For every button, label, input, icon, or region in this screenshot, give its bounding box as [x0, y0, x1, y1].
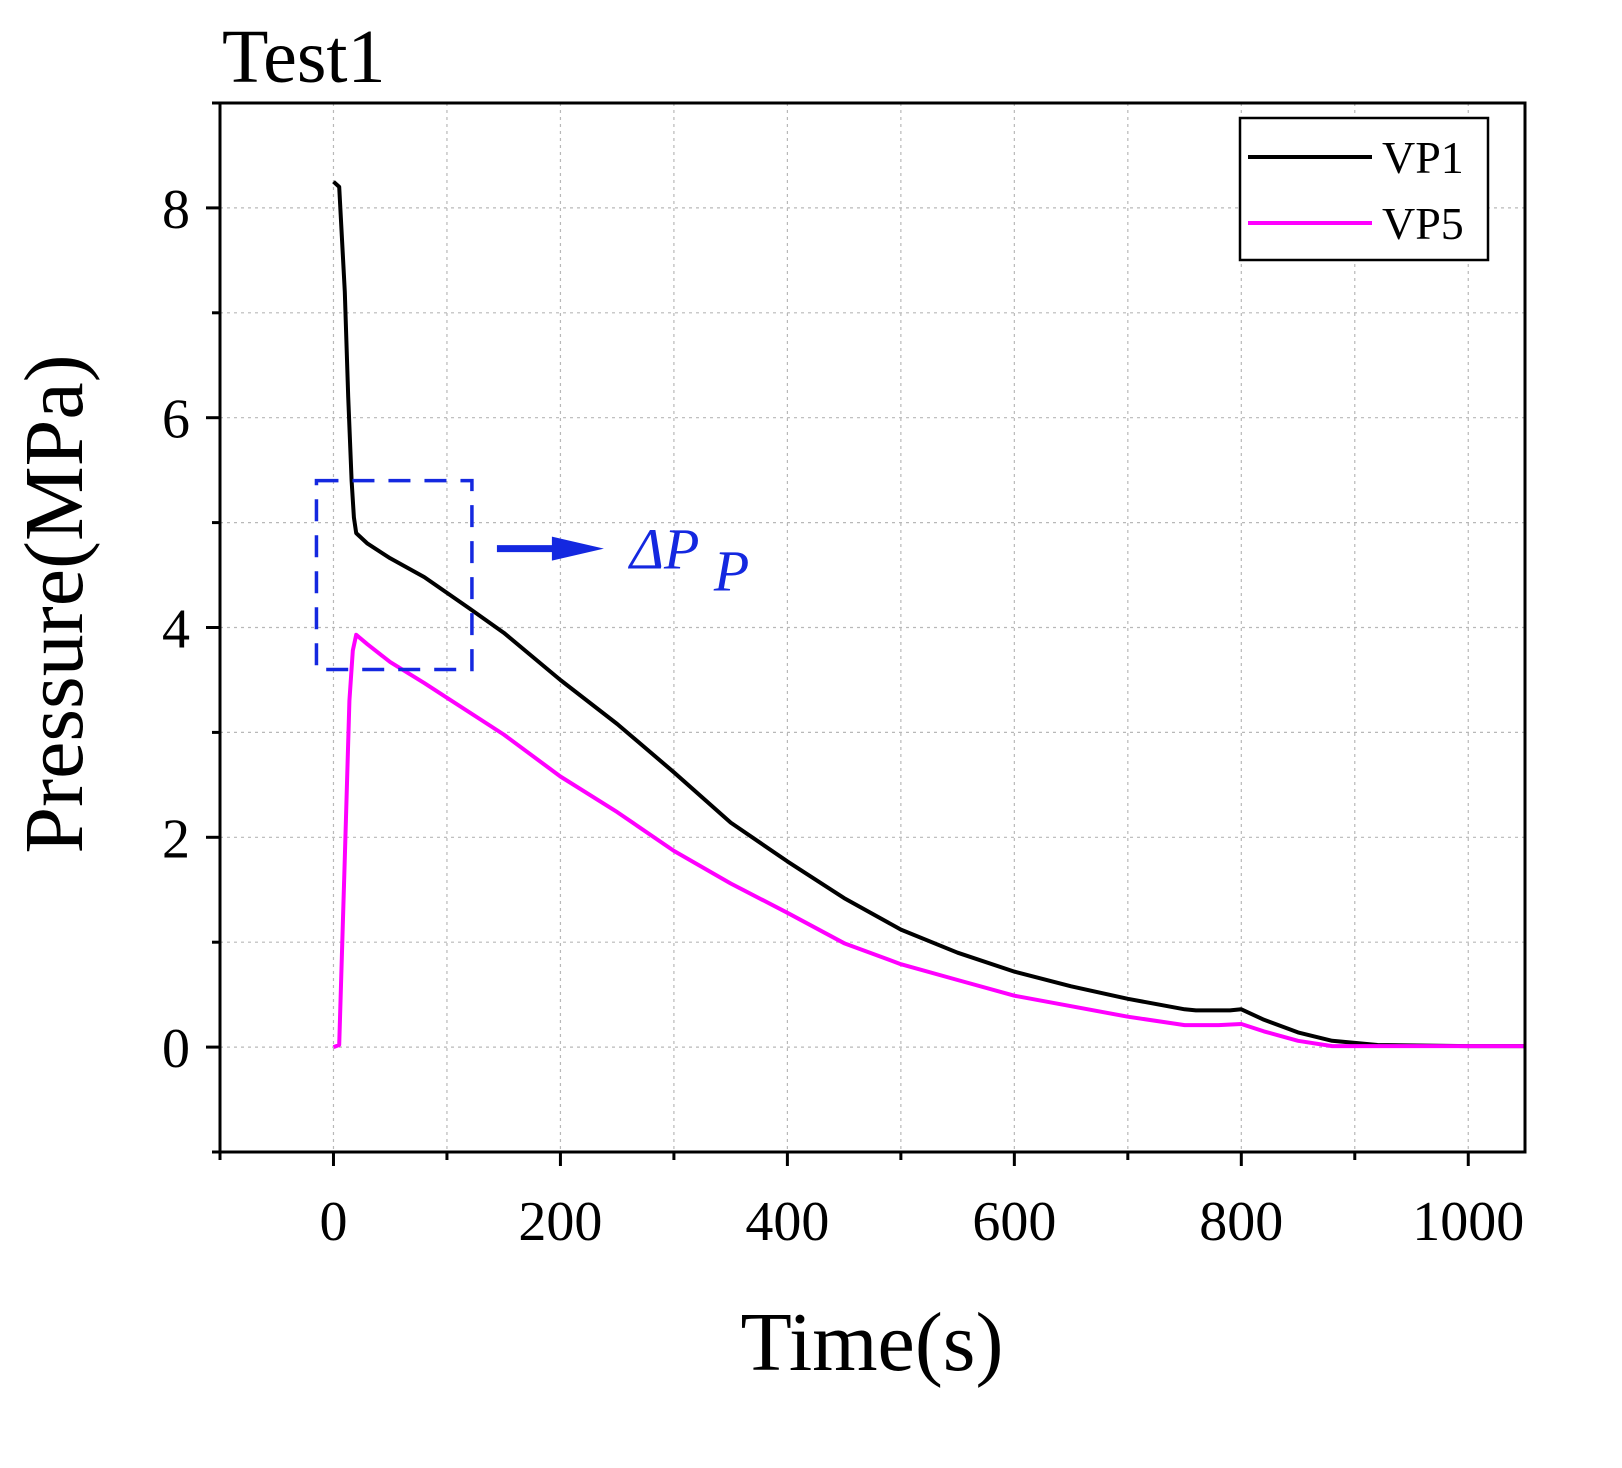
x-tick-label: 400 — [745, 1191, 829, 1253]
y-tick-label: 8 — [162, 179, 190, 241]
x-tick-label: 800 — [1199, 1191, 1283, 1253]
y-axis-title: Pressure(MPa) — [8, 354, 101, 853]
y-tick-label: 2 — [162, 808, 190, 870]
legend-box — [1238, 116, 1490, 262]
series-layer — [332, 180, 1525, 1049]
annotation-arrow-head — [551, 536, 604, 561]
annotation-subscript: P — [713, 539, 749, 604]
legend: VP1 VP5 — [1238, 116, 1490, 262]
x-tick-label: 200 — [518, 1191, 602, 1253]
series-line-vp5 — [332, 632, 1525, 1049]
annotation-label: ΔP — [628, 517, 699, 582]
x-tick-label: 0 — [319, 1191, 347, 1253]
y-tick-label: 0 — [162, 1018, 190, 1080]
legend-label-vp1: VP1 — [1382, 132, 1464, 183]
x-axis-title: Time(s) — [741, 1296, 1004, 1389]
x-tick-label: 600 — [972, 1191, 1056, 1253]
series-line-vp1 — [332, 180, 1525, 1049]
y-tick-label: 6 — [162, 389, 190, 451]
legend-label-vp5: VP5 — [1382, 198, 1464, 249]
annotation-box — [314, 478, 474, 672]
annotation-layer: ΔP P — [314, 478, 749, 672]
chart-title: Test1 — [222, 15, 386, 99]
x-tick-label: 1000 — [1412, 1191, 1524, 1253]
tick-layer: 0 200 400 600 800 1000 0 2 4 6 8 — [162, 101, 1524, 1253]
y-tick-label: 4 — [162, 599, 190, 661]
